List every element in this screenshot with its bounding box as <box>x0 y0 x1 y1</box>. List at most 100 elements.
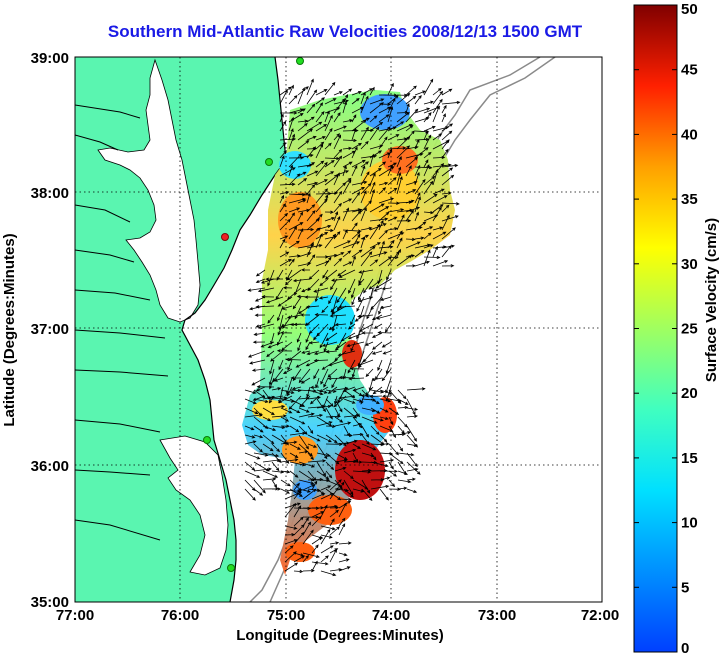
velocity-arrow <box>406 467 419 472</box>
velocity-arrow <box>378 126 391 141</box>
velocity-arrow <box>358 287 365 301</box>
velocity-arrow <box>267 341 284 349</box>
velocity-arrow <box>396 214 405 231</box>
velocity-arrow <box>432 90 444 105</box>
velocity-arrow <box>338 523 346 536</box>
velocity-arrow <box>378 211 390 222</box>
velocity-arrow <box>361 443 377 451</box>
velocity-arrow <box>253 398 269 403</box>
velocity-arrow <box>387 97 396 114</box>
velocity-arrow <box>316 443 328 460</box>
velocity-arrow <box>324 228 334 233</box>
velocity-arrow <box>306 103 316 114</box>
velocity-arrow <box>281 341 293 351</box>
velocity-arrow <box>357 278 365 286</box>
velocity-arrow <box>414 236 425 240</box>
velocity-arrow <box>381 368 392 382</box>
velocity-arrow <box>260 341 275 348</box>
velocity-arrow <box>288 350 302 361</box>
velocity-arrow <box>324 98 337 105</box>
velocity-arrow <box>351 231 361 240</box>
velocity-arrow <box>333 202 342 213</box>
velocity-arrow <box>342 261 353 267</box>
velocity-arrow <box>289 425 300 433</box>
velocity-arrow <box>315 89 328 96</box>
velocity-arrow <box>379 488 389 501</box>
velocity-arrow <box>306 204 316 213</box>
velocity-arrow <box>342 146 353 151</box>
x-tick-label: 76:00 <box>161 607 199 624</box>
velocity-arrow <box>297 227 315 232</box>
velocity-arrow <box>244 413 264 418</box>
velocity-arrow <box>423 180 434 195</box>
velocity-arrow <box>333 252 345 258</box>
velocity-arrow <box>281 305 293 310</box>
velocity-arrow <box>279 238 286 249</box>
velocity-arrow <box>361 468 372 473</box>
velocity-arrow <box>302 529 314 545</box>
velocity-arrow <box>396 111 410 123</box>
velocity-arrow <box>333 211 339 222</box>
velocity-arrow <box>343 488 354 498</box>
velocity-arrow <box>315 97 326 105</box>
velocity-arrow <box>316 461 326 477</box>
velocity-arrow <box>388 407 400 416</box>
velocity-arrow <box>262 407 275 416</box>
velocity-arrow <box>360 165 366 177</box>
velocity-arrow <box>324 156 341 161</box>
velocity-arrow <box>405 241 421 249</box>
velocity-arrow <box>414 107 431 114</box>
velocity-arrow <box>405 103 410 114</box>
velocity-arrow <box>244 398 257 405</box>
velocity-arrow <box>313 358 329 363</box>
velocity-arrow <box>342 161 353 168</box>
velocity-arrow <box>381 286 392 291</box>
velocity-arrow <box>284 502 297 518</box>
velocity-arrow <box>377 359 383 372</box>
coastline <box>181 57 287 602</box>
velocity-arrow <box>244 434 256 439</box>
velocity-arrow <box>330 305 338 313</box>
velocity-arrow <box>432 231 447 240</box>
velocity-arrow <box>405 124 414 132</box>
velocity-arrow <box>320 545 334 554</box>
velocity-arrow <box>351 368 356 378</box>
velocity-arrow <box>321 305 329 314</box>
velocity-arrow <box>293 555 306 563</box>
velocity-arrow <box>302 554 310 563</box>
velocity-arrow <box>369 203 385 213</box>
velocity-arrow <box>361 416 378 424</box>
velocity-arrow <box>414 211 419 222</box>
velocity-arrow <box>298 412 315 418</box>
velocity-arrow <box>381 341 392 348</box>
velocity-arrow <box>432 245 438 258</box>
velocity-arrow <box>441 148 449 159</box>
velocity-arrow <box>333 112 341 123</box>
velocity-arrow <box>298 368 311 384</box>
velocity-arrow <box>253 443 263 453</box>
velocity-arrow <box>423 78 434 96</box>
velocity-arrow <box>310 385 320 389</box>
velocity-arrow <box>297 87 305 105</box>
velocity-arrow <box>364 341 374 346</box>
velocity-arrow <box>333 231 341 240</box>
velocity-arrow <box>388 470 398 477</box>
velocity-arrow <box>307 452 314 461</box>
velocity-arrow <box>378 197 395 204</box>
velocity-arrow <box>397 486 408 490</box>
velocity-arrow <box>343 389 356 399</box>
velocity-arrow <box>306 184 316 195</box>
velocity-arrow <box>297 199 307 204</box>
velocity-arrow <box>334 386 349 391</box>
velocity-arrow <box>338 566 351 572</box>
velocity-arrow <box>280 470 291 474</box>
colorbar-tick-label: 10 <box>681 515 698 532</box>
velocity-arrow <box>278 314 284 331</box>
velocity-arrow <box>373 287 383 292</box>
velocity-arrow <box>406 425 417 442</box>
velocity-arrow <box>406 452 418 468</box>
velocity-arrow <box>414 90 426 96</box>
velocity-arrow <box>253 467 272 472</box>
velocity-arrow <box>349 367 365 371</box>
velocity-arrow <box>253 425 264 433</box>
